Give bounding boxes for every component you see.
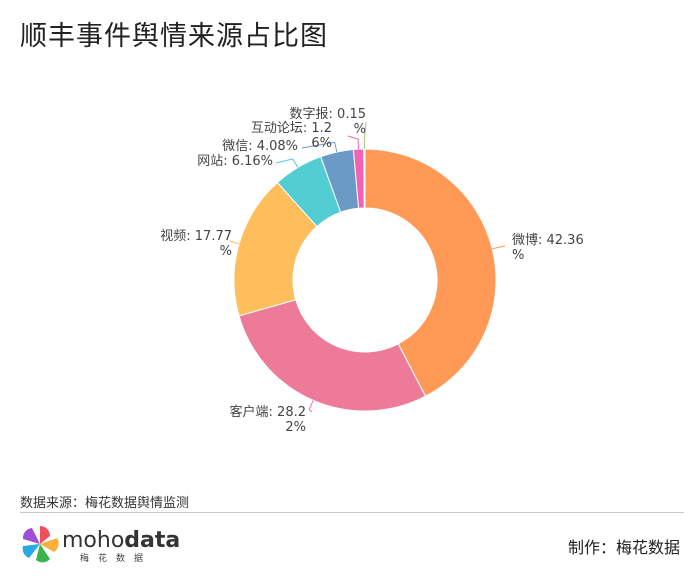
leader-line-数字报 [363, 121, 367, 150]
leader-line-视频 [229, 240, 240, 245]
slice-label-微信-0: 微信: 4.08% [222, 139, 298, 154]
maker-credit: 制作：梅花数据 [567, 538, 680, 557]
slice-数字报[interactable] [363, 148, 366, 209]
leader-line-微信 [301, 141, 338, 153]
slice-label-互动论坛-1: 6% [311, 136, 332, 151]
leader-line-客户端 [308, 400, 314, 413]
slice-label-互动论坛-0: 互动论坛: 1.2 [251, 121, 332, 136]
leader-line-微博 [492, 245, 506, 250]
leader-lines-group [229, 121, 506, 413]
logo-subtitle: 梅花数据 [80, 554, 153, 564]
logo-wordmark: mohodata [62, 528, 180, 553]
slice-label-视频-1: % [220, 244, 232, 259]
mohodata-logo-icon [22, 526, 59, 563]
footer-divider [20, 512, 684, 513]
slice-label-微博-1: % [512, 248, 524, 263]
slice-label-数字报-1: % [354, 122, 366, 137]
slice-label-客户端-1: 2% [285, 420, 306, 435]
leader-line-网站 [275, 158, 299, 168]
slice-label-视频-0: 视频: 17.77 [160, 229, 232, 244]
chart-title: 顺丰事件舆情来源占比图 [20, 21, 328, 52]
slice-label-微博-0: 微博: 42.36 [512, 233, 584, 248]
slice-客户端[interactable] [238, 299, 427, 412]
data-source: 数据来源：梅花数据舆情监测 [20, 496, 190, 511]
logo-name-light: moho [62, 528, 125, 553]
slice-微博[interactable] [364, 148, 497, 397]
slice-label-数字报-0: 数字报: 0.15 [290, 107, 366, 122]
logo-name-bold: data [124, 528, 181, 553]
labels-group: 微博: 42.36% 客户端: 28.22% 视频: 17.77% 网站: 6.16%… [160, 107, 583, 435]
slice-label-客户端-0: 客户端: 28.2 [230, 404, 306, 420]
leader-line-互动论坛 [347, 135, 360, 150]
slices-group [233, 148, 497, 412]
slice-label-网站-0: 网站: 6.16% [197, 154, 273, 169]
donut-chart: 微博: 42.36% 客户端: 28.22% 视频: 17.77% 网站: 6.16%… [160, 107, 583, 435]
